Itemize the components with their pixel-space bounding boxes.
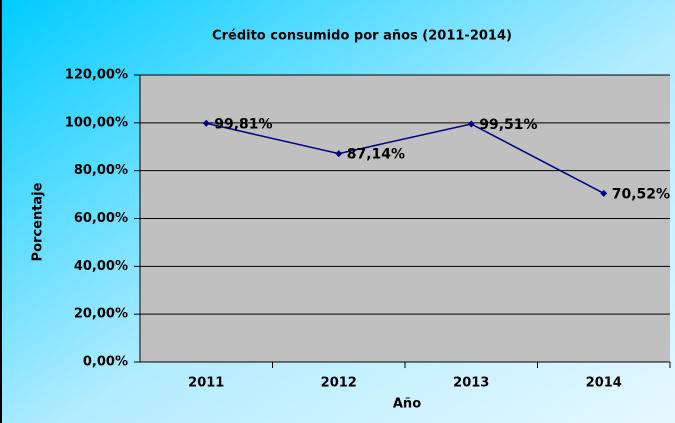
x-tick-label: 2013	[453, 376, 489, 391]
marker	[202, 119, 210, 127]
y-axis-title: Porcentaje	[31, 182, 46, 261]
y-tick-label: 80,00%	[74, 163, 128, 178]
y-tick-label: 60,00%	[74, 211, 128, 226]
data-label: 99,51%	[479, 117, 537, 133]
data-label: 70,52%	[612, 186, 670, 202]
x-axis-title: Año	[393, 397, 421, 412]
marker	[600, 189, 608, 197]
y-tick-label: 100,00%	[65, 115, 128, 130]
x-tick-label: 2012	[321, 376, 357, 391]
data-label: 99,81%	[214, 116, 272, 132]
data-label: 87,14%	[347, 147, 405, 163]
line	[206, 122, 605, 195]
y-tick-label: 40,00%	[74, 259, 128, 274]
chart-title: Crédito consumido por años (2011-2014)	[212, 29, 512, 44]
y-tick-label: 120,00%	[65, 68, 128, 83]
x-tick-label: 2011	[188, 376, 224, 391]
marker	[467, 120, 475, 128]
marker	[335, 150, 343, 158]
x-tick-label: 2014	[586, 376, 622, 391]
y-tick-label: 0,00%	[83, 355, 128, 370]
y-tick-label: 20,00%	[74, 307, 128, 322]
